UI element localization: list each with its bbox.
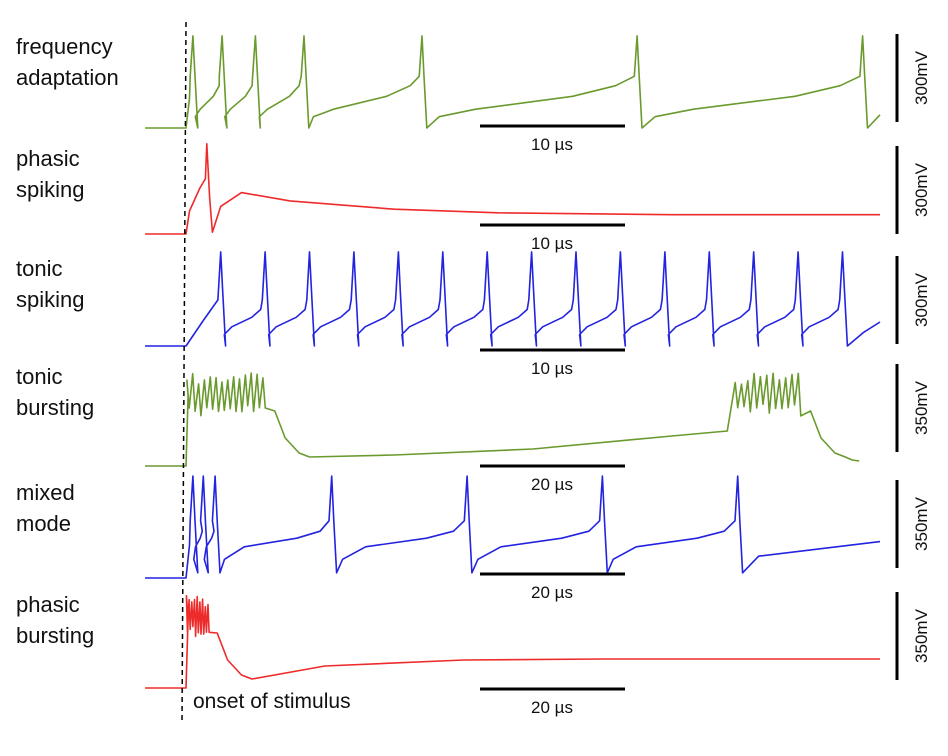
- trace-row: phasic bursting 20 µs 350mV: [16, 592, 931, 717]
- time-scale-bar-label: 10 µs: [531, 234, 573, 253]
- voltage-scale-bar-label: 350mV: [912, 496, 931, 551]
- trace-row: frequency adaptation 10 µs 300mV: [16, 34, 931, 154]
- trace-row: tonic spiking 10 µs 300mV: [16, 251, 931, 378]
- voltage-trace-line: [145, 251, 881, 347]
- voltage-trace-line: [145, 595, 880, 689]
- row-label-line: tonic: [16, 364, 62, 389]
- voltage-trace-line: [145, 475, 881, 579]
- row-label-line: spiking: [16, 287, 84, 312]
- row-label-line: tonic: [16, 256, 62, 281]
- voltage-trace-line: [145, 35, 881, 129]
- row-label-line: spiking: [16, 177, 84, 202]
- voltage-scale-bar-label: 350mV: [912, 380, 931, 435]
- time-scale-bar-label: 20 µs: [531, 583, 573, 602]
- time-scale-bar-label: 10 µs: [531, 359, 573, 378]
- voltage-trace-line: [145, 372, 860, 467]
- row-label-line: phasic: [16, 592, 80, 617]
- row-label-line: bursting: [16, 623, 94, 648]
- voltage-scale-bar-label: 300mV: [912, 272, 931, 327]
- row-label-line: bursting: [16, 395, 94, 420]
- row-label-line: frequency: [16, 34, 113, 59]
- voltage-scale-bar-label: 300mV: [912, 50, 931, 105]
- voltage-scale-bar-label: 350mV: [912, 608, 931, 663]
- time-scale-bar-label: 20 µs: [531, 475, 573, 494]
- row-label-line: mixed: [16, 480, 75, 505]
- trace-row: tonic bursting 20 µs 350mV: [16, 364, 931, 494]
- time-scale-bar-label: 10 µs: [531, 135, 573, 154]
- row-label-line: mode: [16, 511, 71, 536]
- trace-row: phasic spiking 10 µs 300mV: [16, 143, 931, 253]
- time-scale-bar-label: 20 µs: [531, 698, 573, 717]
- voltage-scale-bar-label: 300mV: [912, 162, 931, 217]
- row-label-line: adaptation: [16, 65, 119, 90]
- trace-rows: frequency adaptation 10 µs 300mV phasic spiki…: [16, 34, 931, 717]
- voltage-trace-line: [145, 143, 880, 235]
- onset-of-stimulus-label: onset of stimulus: [193, 690, 351, 713]
- row-label-line: phasic: [16, 146, 80, 171]
- trace-row: mixed mode 20 µs 350mV: [16, 475, 931, 602]
